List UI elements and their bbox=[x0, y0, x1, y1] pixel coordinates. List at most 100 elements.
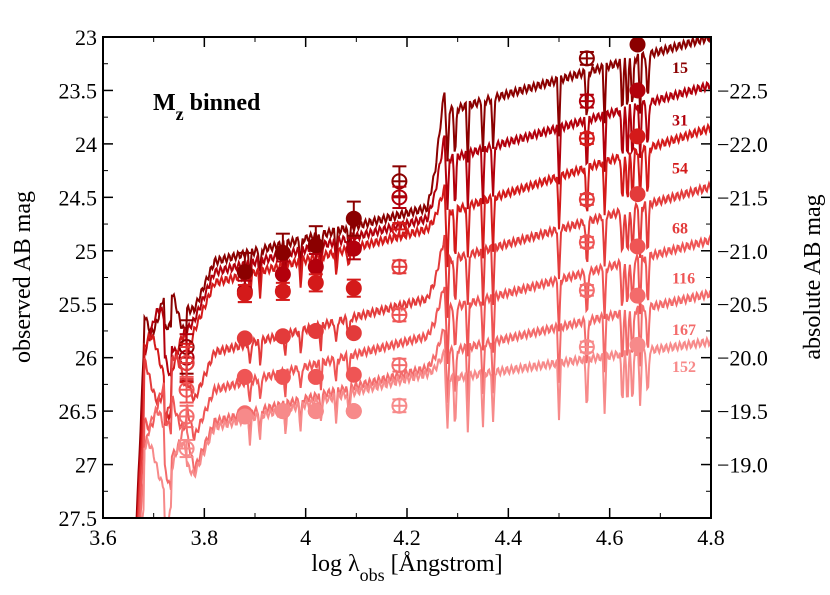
filled-point-116 bbox=[236, 368, 253, 385]
x-axis-title-suffix: [Ångstrom] bbox=[385, 551, 503, 577]
open-point-31 bbox=[578, 93, 595, 110]
filled-point-54 bbox=[345, 280, 362, 297]
y-axis-title: observed AB mag bbox=[10, 191, 36, 363]
model-spectrum-15 bbox=[135, 37, 711, 518]
y-tick-label: 24 bbox=[75, 132, 97, 157]
filled-point-152 bbox=[345, 403, 362, 420]
x-tick-label: 3.6 bbox=[89, 525, 117, 550]
bin-count-label-54: 54 bbox=[672, 160, 688, 177]
model-spectrum-31 bbox=[136, 80, 711, 518]
y2-tick-label: −19.5 bbox=[717, 399, 768, 424]
labels-layer: 15 31 54 68 116 167 152 bbox=[672, 60, 696, 376]
filled-point-152 bbox=[307, 403, 324, 420]
open-point-68 bbox=[391, 258, 408, 275]
open-point-54 bbox=[391, 221, 408, 238]
filled-point-152 bbox=[629, 336, 646, 353]
filled-point-54 bbox=[307, 274, 324, 291]
bin-count-label-15: 15 bbox=[672, 60, 688, 77]
open-point-116 bbox=[178, 381, 195, 398]
filled-point-54 bbox=[236, 285, 253, 302]
filled-point-116 bbox=[629, 238, 646, 255]
filled-point-68 bbox=[236, 330, 253, 347]
x-tick-label: 3.8 bbox=[191, 525, 219, 550]
y2-tick-label: −21.5 bbox=[717, 185, 768, 210]
x-tick-label: 4.8 bbox=[697, 525, 725, 550]
bin-count-label-116: 116 bbox=[672, 271, 695, 288]
open-point-152 bbox=[178, 440, 195, 457]
annotation-sub: z bbox=[176, 104, 184, 124]
x-axis-title: log λobs [Ångstrom] bbox=[311, 551, 502, 585]
filled-point-31 bbox=[629, 82, 646, 99]
points-layer bbox=[178, 36, 646, 459]
y-tick-label: 23.5 bbox=[59, 78, 98, 103]
y2-tick-label: −22.0 bbox=[717, 132, 768, 157]
annotation-rest: binned bbox=[184, 90, 261, 116]
y-tick-label: 26.5 bbox=[59, 399, 98, 424]
open-point-68 bbox=[578, 191, 595, 208]
plot-frame bbox=[102, 36, 712, 519]
model-spectrum-54 bbox=[136, 122, 711, 518]
filled-point-54 bbox=[629, 128, 646, 145]
open-point-116 bbox=[391, 306, 408, 323]
filled-point-15 bbox=[236, 264, 253, 281]
filled-point-31 bbox=[307, 258, 324, 275]
y-tick-label: 27.5 bbox=[59, 506, 98, 531]
y2-tick-label: −20.5 bbox=[717, 292, 768, 317]
y-tick-label: 25.5 bbox=[59, 292, 98, 317]
open-point-167 bbox=[178, 408, 195, 425]
x-tick-label: 4.2 bbox=[393, 525, 421, 550]
annotation-main: M bbox=[153, 90, 176, 116]
filled-point-68 bbox=[345, 325, 362, 342]
open-point-116 bbox=[578, 234, 595, 251]
open-point-31 bbox=[391, 189, 408, 206]
bin-count-label-31: 31 bbox=[672, 112, 688, 129]
axes: 3.6 3.8 4 4.2 4.4 4.6 4.8 23 23.5 24 24.5 25 25.5 26 2… bbox=[59, 25, 768, 550]
open-point-167 bbox=[578, 282, 595, 299]
filled-point-152 bbox=[236, 408, 253, 425]
filled-point-167 bbox=[629, 287, 646, 304]
y-tick-label: 23 bbox=[75, 25, 97, 50]
filled-point-31 bbox=[345, 240, 362, 257]
y2-tick-label: −21.0 bbox=[717, 239, 768, 264]
filled-point-68 bbox=[274, 328, 291, 345]
y-tick-label: 26 bbox=[75, 346, 97, 371]
annotation: Mz binned bbox=[153, 90, 261, 124]
y-tick-label: 25 bbox=[75, 239, 97, 264]
filled-point-31 bbox=[274, 266, 291, 283]
bin-count-label-167: 167 bbox=[672, 322, 696, 339]
filled-point-116 bbox=[274, 368, 291, 385]
filled-point-54 bbox=[274, 283, 291, 300]
x-axis-title-sub: obs bbox=[360, 565, 385, 585]
filled-point-15 bbox=[345, 210, 362, 227]
x-tick-label: 4 bbox=[300, 525, 311, 550]
filled-point-15 bbox=[629, 36, 646, 53]
filled-point-152 bbox=[274, 403, 291, 420]
x-tick-label: 4.4 bbox=[495, 525, 523, 550]
filled-point-68 bbox=[629, 186, 646, 203]
y2-tick-label: −22.5 bbox=[717, 78, 768, 103]
filled-point-116 bbox=[307, 368, 324, 385]
x-axis-title-prefix: log λ bbox=[311, 551, 360, 577]
y-tick-label: 27 bbox=[75, 453, 97, 478]
y2-axis-title: absolute AB mag bbox=[800, 194, 826, 359]
filled-point-116 bbox=[345, 366, 362, 383]
x-tick-label: 4.6 bbox=[596, 525, 624, 550]
bin-count-label-68: 68 bbox=[672, 220, 688, 237]
series-layer bbox=[135, 37, 711, 518]
filled-point-68 bbox=[307, 322, 324, 339]
open-point-152 bbox=[578, 338, 595, 355]
open-point-167 bbox=[391, 357, 408, 374]
y2-tick-label: −20.0 bbox=[717, 346, 768, 371]
y-tick-label: 24.5 bbox=[59, 185, 98, 210]
model-spectrum-116 bbox=[138, 233, 711, 518]
open-point-54 bbox=[578, 130, 595, 147]
model-spectrum-152 bbox=[141, 335, 711, 518]
y2-tick-label: −19.0 bbox=[717, 453, 768, 478]
bin-count-label-152: 152 bbox=[672, 359, 696, 376]
filled-point-15 bbox=[274, 244, 291, 261]
open-point-152 bbox=[391, 397, 408, 414]
filled-point-15 bbox=[307, 237, 324, 254]
open-point-15 bbox=[578, 50, 595, 67]
model-spectrum-68 bbox=[137, 180, 711, 518]
